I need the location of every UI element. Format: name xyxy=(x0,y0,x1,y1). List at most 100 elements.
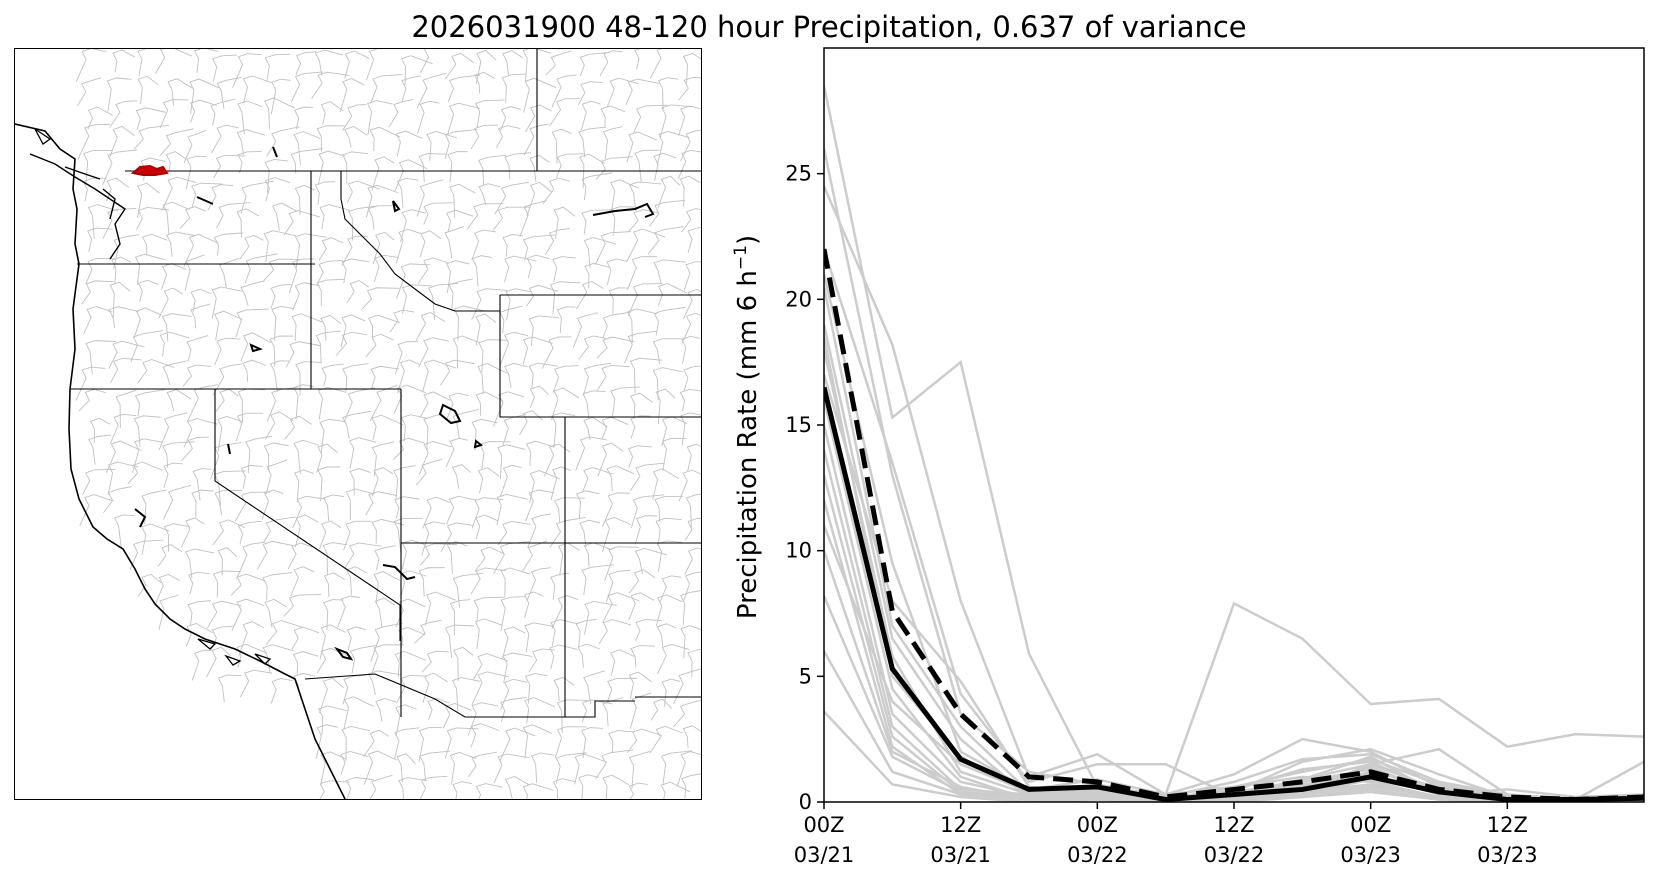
basin-edge xyxy=(256,540,294,570)
basin-edge xyxy=(345,488,375,521)
basin-edge xyxy=(549,517,586,549)
basin-edge xyxy=(294,469,314,503)
basin-edge xyxy=(630,392,653,419)
basin-edge xyxy=(681,312,701,344)
basin-edge xyxy=(549,98,581,127)
basin-edge xyxy=(420,49,430,73)
basin-edge xyxy=(111,256,132,285)
basin-edge xyxy=(449,751,477,785)
x-tick-label-time-4: 00Z xyxy=(1350,813,1391,837)
basin-edge xyxy=(527,513,552,549)
basin-edge xyxy=(239,669,273,698)
basin-edge xyxy=(471,255,493,287)
basin-edge xyxy=(142,233,168,256)
basin-edge xyxy=(217,674,242,703)
basin-edge xyxy=(660,575,682,602)
basin-edge xyxy=(212,54,237,82)
basin-edge xyxy=(214,310,243,341)
basin-edge xyxy=(421,521,446,556)
basin-edge xyxy=(647,226,684,255)
basin-edge xyxy=(134,253,166,285)
ensemble-line-15 xyxy=(824,650,1644,802)
basin-edge xyxy=(655,594,683,627)
basin-edge xyxy=(133,307,162,338)
basin-edge xyxy=(499,331,529,367)
y-axis-label-end: ) xyxy=(733,235,763,245)
basin-edge xyxy=(137,359,175,384)
basin-edge xyxy=(206,646,231,678)
basin-edge xyxy=(294,184,315,215)
basin-edge xyxy=(342,151,368,184)
basin-edge xyxy=(687,648,701,677)
basin-edge xyxy=(493,753,530,784)
basin-edge xyxy=(610,179,640,213)
basin-edge xyxy=(503,255,537,283)
map-panel xyxy=(14,48,702,800)
basin-edge xyxy=(519,200,547,238)
basin-edge xyxy=(184,254,205,291)
basin-edge xyxy=(341,725,371,761)
basin-edge xyxy=(188,571,211,595)
y-tick-label-25: 25 xyxy=(785,162,812,186)
basin-edge xyxy=(577,643,600,668)
basin-edge xyxy=(369,774,393,799)
basin-edge xyxy=(263,230,297,263)
basin-edge xyxy=(397,359,420,394)
basin-edge xyxy=(628,592,655,621)
basin-edge xyxy=(294,514,319,548)
basin-edge xyxy=(294,233,327,268)
basin-edge xyxy=(185,622,214,648)
basin-edge xyxy=(608,730,634,753)
basin-edge xyxy=(323,572,345,597)
basin-edge xyxy=(316,443,338,473)
basin-edge xyxy=(596,336,635,359)
basin-edge xyxy=(470,723,500,748)
basin-edge xyxy=(681,773,701,799)
basin-edge xyxy=(542,177,570,205)
basin-edge xyxy=(626,228,666,262)
basin-edge xyxy=(129,539,164,570)
basin-edge xyxy=(452,464,472,489)
basin-edge xyxy=(218,257,240,288)
basin-edge xyxy=(525,284,559,307)
basin-edge xyxy=(193,49,219,73)
basin-edge xyxy=(602,697,623,727)
basin-edge xyxy=(107,461,139,496)
basin-edge xyxy=(271,305,294,341)
basin-edge xyxy=(162,441,195,468)
basin-edge xyxy=(85,258,117,284)
basin-edge xyxy=(627,308,658,343)
basin-edge xyxy=(369,384,398,421)
highlighted-basin xyxy=(130,164,169,176)
basin-edge xyxy=(293,131,321,166)
basin-edge xyxy=(447,151,468,183)
basin-edge xyxy=(343,520,372,551)
basin-edge xyxy=(558,542,580,576)
basin-edge xyxy=(634,149,660,182)
basin-edge xyxy=(264,97,295,130)
basin-edge xyxy=(596,364,630,392)
basin-edge xyxy=(158,594,179,630)
basin-edge xyxy=(291,626,320,650)
basin-edge xyxy=(423,202,455,225)
basin-edge xyxy=(544,228,570,256)
basin-edge xyxy=(211,286,243,320)
basin-edge xyxy=(634,515,658,545)
basin-edge xyxy=(323,599,344,630)
basin-edge xyxy=(161,313,192,342)
y-tick-label-0: 0 xyxy=(799,790,812,814)
basin-edge xyxy=(594,231,631,265)
basin-edge xyxy=(478,183,501,206)
basin-edge xyxy=(549,281,581,314)
basin-edge xyxy=(583,416,608,441)
basin-edge xyxy=(660,750,693,784)
basin-edge xyxy=(583,362,612,396)
x-tick-label-date-0: 03/21 xyxy=(794,843,855,867)
basin-edge xyxy=(626,256,658,291)
basin-edge xyxy=(341,258,370,284)
basin-edge xyxy=(525,440,554,466)
basin-edge xyxy=(452,572,484,609)
basin-edge xyxy=(676,751,701,787)
basin-edge xyxy=(237,520,262,545)
basin-edge xyxy=(580,727,603,759)
